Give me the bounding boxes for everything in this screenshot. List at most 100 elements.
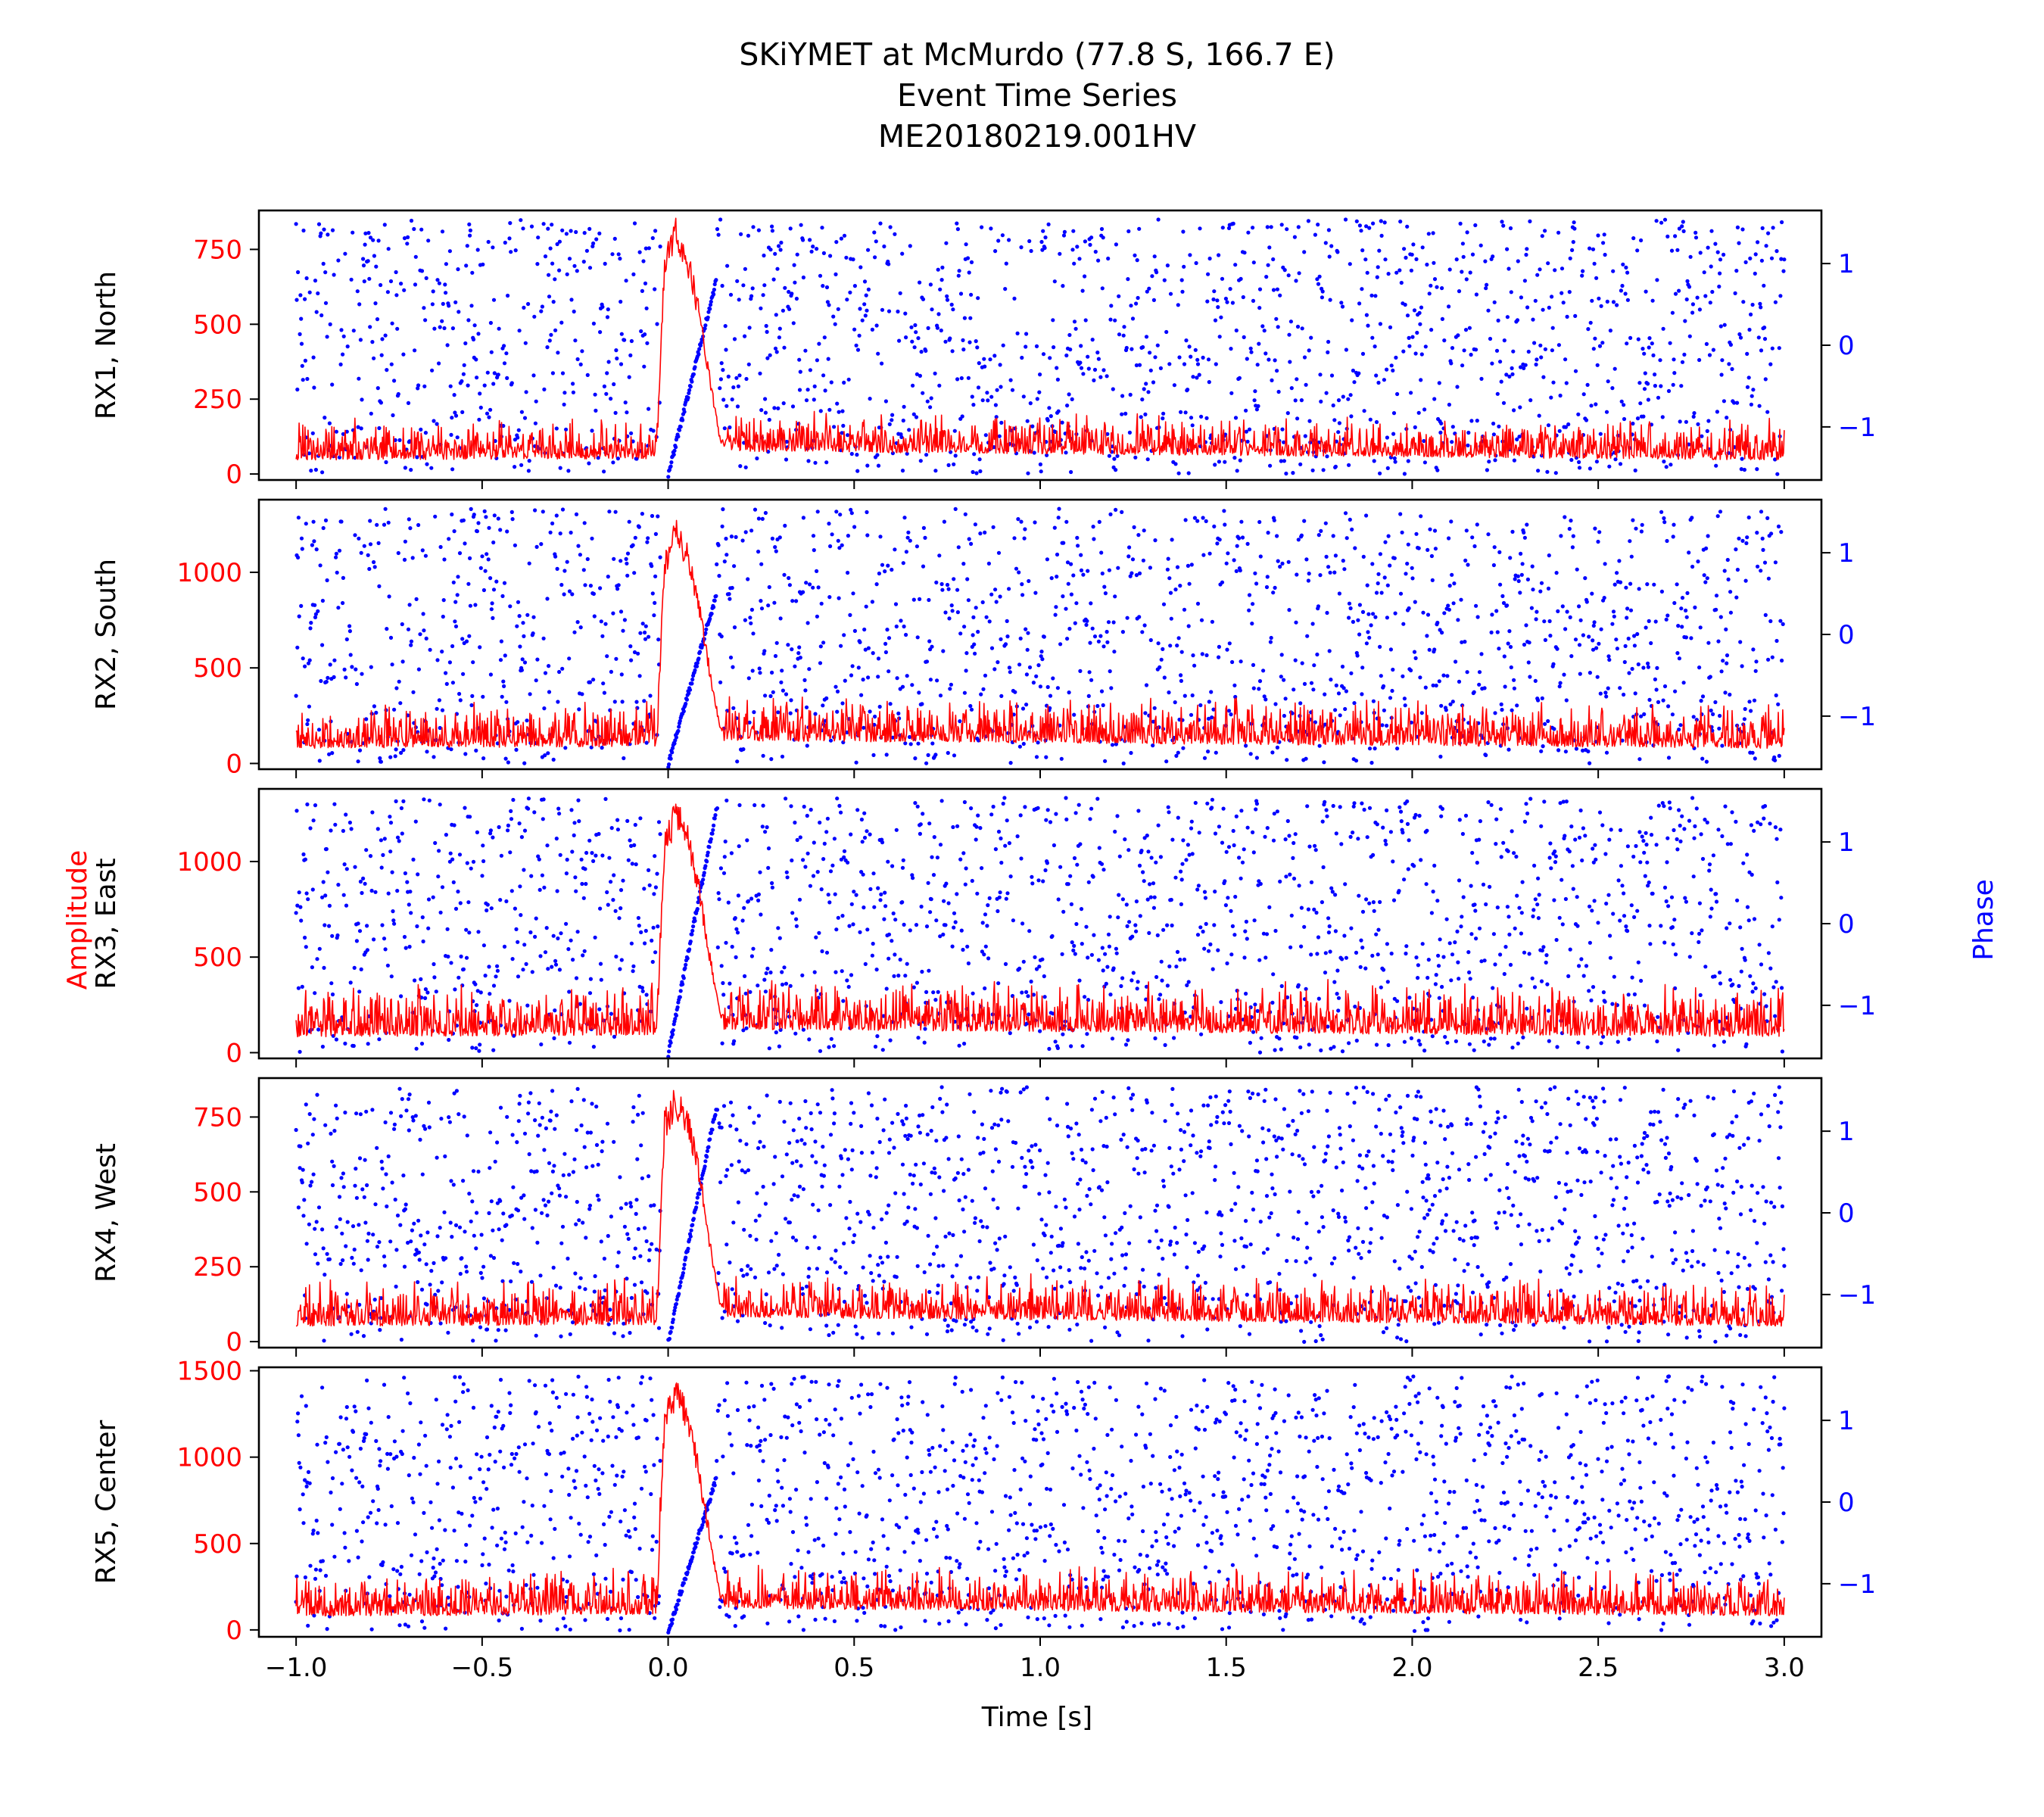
phase-point [685, 956, 690, 961]
phase-point [1373, 615, 1378, 619]
phase-point [366, 1042, 370, 1046]
phase-point [804, 581, 809, 585]
phase-point [723, 839, 728, 844]
phase-point [719, 964, 724, 968]
phase-point [849, 511, 854, 516]
phase-point [1294, 620, 1298, 625]
phase-point [327, 752, 332, 756]
phase-point [592, 614, 597, 619]
phase-point [801, 238, 805, 242]
phase-point [1430, 1034, 1435, 1039]
phase-point [1703, 580, 1708, 584]
phase-point [1313, 843, 1317, 848]
phase-point [489, 906, 494, 911]
phase-point [1039, 650, 1044, 654]
phase-point [1488, 1036, 1493, 1041]
phase-point [318, 563, 322, 568]
phase-point [667, 762, 671, 767]
phase-point [491, 1048, 496, 1052]
phase-point [643, 332, 647, 337]
phase-point [400, 659, 405, 664]
phase-point [1395, 746, 1400, 751]
phase-point [997, 434, 1002, 438]
phase-point [883, 399, 888, 404]
phase-point [933, 371, 937, 376]
phase-point [1719, 669, 1724, 674]
phase-point [1699, 699, 1703, 703]
phase-point [1247, 593, 1252, 597]
phase-point [1334, 683, 1338, 688]
phase-point [678, 718, 682, 723]
phase-point [991, 804, 996, 809]
phase-point [1638, 401, 1643, 406]
phase-point [590, 244, 595, 248]
phase-point [1670, 310, 1675, 315]
phase-point [556, 936, 560, 941]
phase-point [1165, 923, 1170, 927]
panel-ylabel: RX1, North [91, 271, 122, 419]
phase-point [508, 604, 513, 609]
phase-point [1409, 1036, 1413, 1040]
phase-point [1210, 715, 1214, 720]
phase-point [313, 279, 318, 283]
phase-point [1001, 801, 1005, 806]
phase-scatter-series [294, 796, 1784, 1058]
phase-point [400, 831, 404, 836]
phase-point [1407, 335, 1411, 340]
phase-point [1385, 723, 1389, 728]
phase-point [494, 579, 499, 584]
phase-point [1517, 905, 1522, 910]
phase-point [567, 656, 572, 661]
phase-point [787, 289, 791, 295]
phase-point [533, 508, 537, 513]
phase-point [724, 553, 729, 557]
phase-point [409, 468, 413, 472]
phase-point [355, 289, 360, 294]
phase-point [743, 618, 748, 622]
phase-point [522, 943, 527, 947]
phase-point [325, 335, 329, 339]
phase-point [1556, 609, 1560, 614]
phase-point [1428, 527, 1432, 531]
phase-point [855, 453, 859, 457]
phase-point [1060, 952, 1064, 956]
phase-point [1200, 652, 1204, 656]
phase-point [554, 426, 559, 431]
phase-point [565, 559, 569, 564]
phase-point [387, 594, 391, 599]
phase-point [1704, 546, 1709, 551]
phase-point [823, 388, 827, 393]
phase-point [344, 675, 348, 680]
phase-point [886, 669, 891, 674]
phase-point [1099, 550, 1104, 555]
phase-point [1324, 554, 1329, 559]
phase-point [1391, 368, 1395, 372]
phase-point [1773, 457, 1778, 462]
phase-point [1655, 665, 1659, 671]
phase-point [1467, 326, 1472, 330]
phase-point [472, 323, 477, 328]
phase-point [808, 582, 812, 587]
phase-point [1718, 324, 1723, 329]
phase-point [1298, 1045, 1303, 1049]
phase-point [625, 561, 629, 566]
phase-point [1191, 653, 1195, 658]
phase-point [1038, 372, 1042, 377]
phase-point [759, 408, 764, 413]
phase-point [752, 710, 756, 715]
phase-point [849, 832, 853, 837]
phase-point [296, 270, 301, 275]
phase-point [484, 515, 488, 519]
phase-point [569, 298, 574, 302]
phase-point [1179, 410, 1183, 414]
phase-point [1179, 650, 1184, 654]
phase-point [917, 690, 921, 695]
phase-point [1033, 955, 1037, 959]
phase-point [1555, 647, 1559, 651]
phase-point [441, 614, 445, 619]
phase-point [470, 270, 475, 275]
phase-point [1768, 619, 1773, 624]
phase-point [1245, 541, 1250, 547]
phase-point [1343, 706, 1348, 712]
phase-point [443, 282, 447, 287]
